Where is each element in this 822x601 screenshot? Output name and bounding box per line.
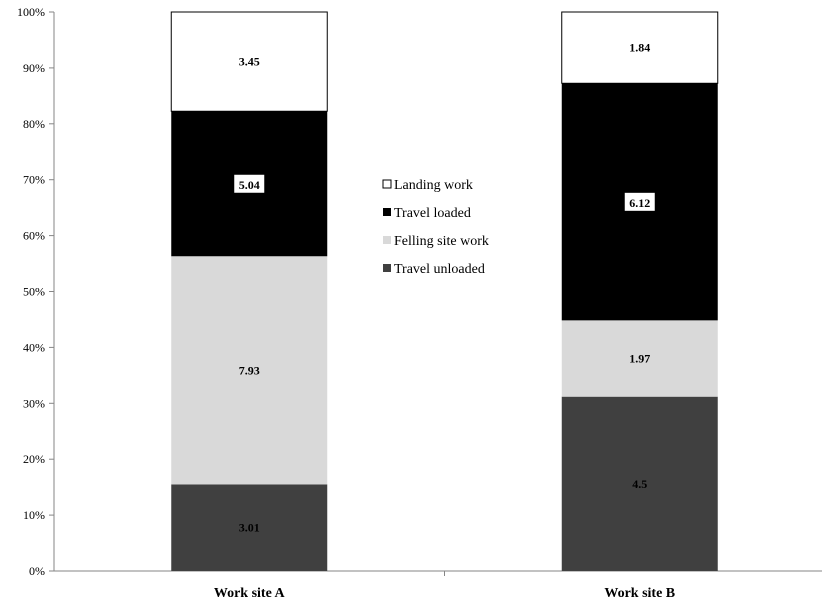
y-tick-label: 0% [29, 564, 45, 578]
bar-segment-travel-unloaded [171, 484, 328, 571]
y-tick-label: 80% [23, 117, 45, 131]
y-tick-label: 100% [17, 5, 45, 19]
bar-segment-landing-work [561, 11, 719, 84]
x-category-label: Work site A [214, 586, 286, 601]
data-label: 3.01 [239, 521, 260, 535]
data-label: 6.12 [629, 196, 650, 210]
data-label: 3.45 [239, 55, 260, 69]
legend-swatch [383, 208, 391, 216]
data-label: 1.84 [629, 41, 650, 55]
y-tick-label: 50% [23, 285, 45, 299]
data-label: 7.93 [239, 363, 260, 377]
legend-swatch [382, 179, 392, 189]
legend-swatch [383, 264, 391, 272]
y-tick-label: 20% [23, 452, 45, 466]
legend-label: Travel unloaded [394, 262, 485, 277]
data-label: 5.04 [239, 178, 260, 192]
bar-segment-felling-site-work [561, 320, 718, 397]
y-tick-label: 90% [23, 61, 45, 75]
legend-label: Landing work [394, 178, 473, 193]
legend-label: Felling site work [394, 234, 489, 249]
y-tick-label: 40% [23, 340, 45, 354]
bar-segment-travel-unloaded [561, 396, 718, 571]
data-label: 4.5 [632, 477, 647, 491]
data-label-box [624, 192, 655, 211]
legend-label: Travel loaded [394, 206, 471, 221]
data-label-box [234, 174, 265, 193]
y-tick-label: 70% [23, 173, 45, 187]
y-tick-label: 30% [23, 396, 45, 410]
bar-segment-landing-work [170, 11, 328, 112]
y-tick-label: 60% [23, 229, 45, 243]
x-category-label: Work site B [604, 586, 675, 601]
legend-swatch [383, 236, 391, 244]
data-label: 1.97 [629, 352, 650, 366]
y-tick-label: 10% [23, 508, 45, 522]
bar-segment-felling-site-work [171, 256, 328, 485]
